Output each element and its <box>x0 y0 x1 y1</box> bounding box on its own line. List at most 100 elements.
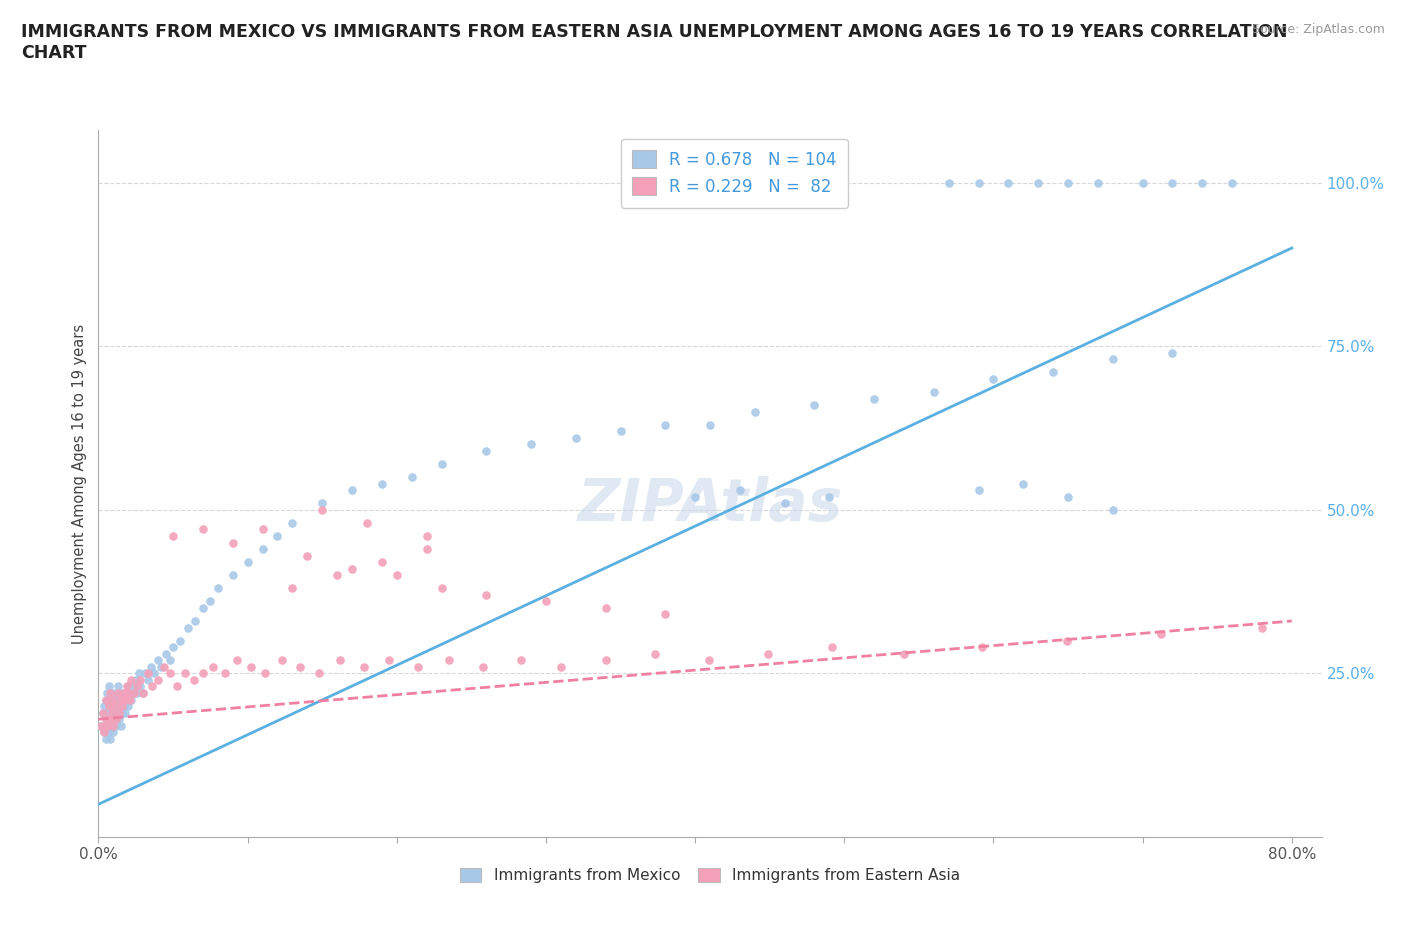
Point <box>475 588 498 603</box>
Point <box>509 653 531 668</box>
Point <box>98 685 121 700</box>
Point <box>174 666 197 681</box>
Y-axis label: Unemployment Among Ages 16 to 19 years: Unemployment Among Ages 16 to 19 years <box>72 324 87 644</box>
Point <box>162 640 184 655</box>
Point <box>159 666 181 681</box>
Point <box>105 718 128 733</box>
Point <box>90 718 112 733</box>
Point <box>534 594 557 609</box>
Point <box>101 698 124 713</box>
Point <box>697 653 720 668</box>
Point <box>101 718 124 733</box>
Point <box>117 685 139 700</box>
Point <box>430 581 453 596</box>
Point <box>1149 627 1171 642</box>
Point <box>94 711 117 726</box>
Point <box>132 685 155 700</box>
Point <box>139 659 162 674</box>
Point <box>98 692 121 707</box>
Point <box>997 175 1019 190</box>
Point <box>311 502 333 517</box>
Point <box>1057 175 1080 190</box>
Point <box>94 711 117 726</box>
Point <box>111 685 134 700</box>
Point <box>756 646 779 661</box>
Point <box>922 384 945 399</box>
Point <box>110 698 132 713</box>
Point <box>353 659 375 674</box>
Point <box>281 515 304 530</box>
Point <box>114 685 136 700</box>
Point <box>150 659 173 674</box>
Point <box>153 659 176 674</box>
Point <box>415 528 437 543</box>
Point <box>111 705 134 720</box>
Point <box>356 515 378 530</box>
Point <box>1101 502 1123 517</box>
Point <box>134 666 156 681</box>
Point <box>297 548 319 563</box>
Point <box>112 685 135 700</box>
Point <box>108 705 131 720</box>
Point <box>122 685 145 700</box>
Point <box>127 679 149 694</box>
Point <box>236 554 259 569</box>
Point <box>1161 345 1184 360</box>
Point <box>122 685 145 700</box>
Point <box>472 659 495 674</box>
Point <box>103 718 125 733</box>
Point <box>1026 175 1049 190</box>
Point <box>371 476 394 491</box>
Point <box>103 692 125 707</box>
Point <box>94 692 117 707</box>
Point <box>1012 476 1035 491</box>
Point <box>114 705 136 720</box>
Point <box>191 666 214 681</box>
Point <box>107 685 129 700</box>
Point <box>93 724 115 739</box>
Point <box>191 522 214 537</box>
Point <box>773 496 796 511</box>
Point <box>595 601 617 616</box>
Point <box>136 666 159 681</box>
Point <box>252 541 274 556</box>
Point <box>129 672 152 687</box>
Point <box>683 489 706 504</box>
Point <box>117 679 139 694</box>
Point <box>200 594 222 609</box>
Point <box>97 698 120 713</box>
Point <box>378 653 401 668</box>
Point <box>1132 175 1154 190</box>
Point <box>308 666 330 681</box>
Point <box>91 705 114 720</box>
Point <box>654 607 676 622</box>
Point <box>1087 175 1109 190</box>
Point <box>98 731 121 746</box>
Point <box>595 653 617 668</box>
Point <box>108 692 131 707</box>
Point <box>136 672 159 687</box>
Point <box>252 522 274 537</box>
Point <box>105 711 128 726</box>
Point <box>125 672 148 687</box>
Point <box>115 679 138 694</box>
Point <box>221 568 243 583</box>
Text: Source: ZipAtlas.com: Source: ZipAtlas.com <box>1251 23 1385 36</box>
Point <box>159 653 181 668</box>
Point <box>818 489 841 504</box>
Point <box>654 418 676 432</box>
Point <box>202 659 225 674</box>
Point <box>967 483 990 498</box>
Point <box>699 418 721 432</box>
Point <box>177 620 200 635</box>
Point <box>98 711 121 726</box>
Point <box>97 724 120 739</box>
Point <box>385 568 408 583</box>
Point <box>863 392 886 406</box>
Point <box>437 653 460 668</box>
Point <box>191 601 214 616</box>
Point <box>184 614 207 629</box>
Point <box>104 692 127 707</box>
Point <box>155 646 177 661</box>
Point <box>111 698 134 713</box>
